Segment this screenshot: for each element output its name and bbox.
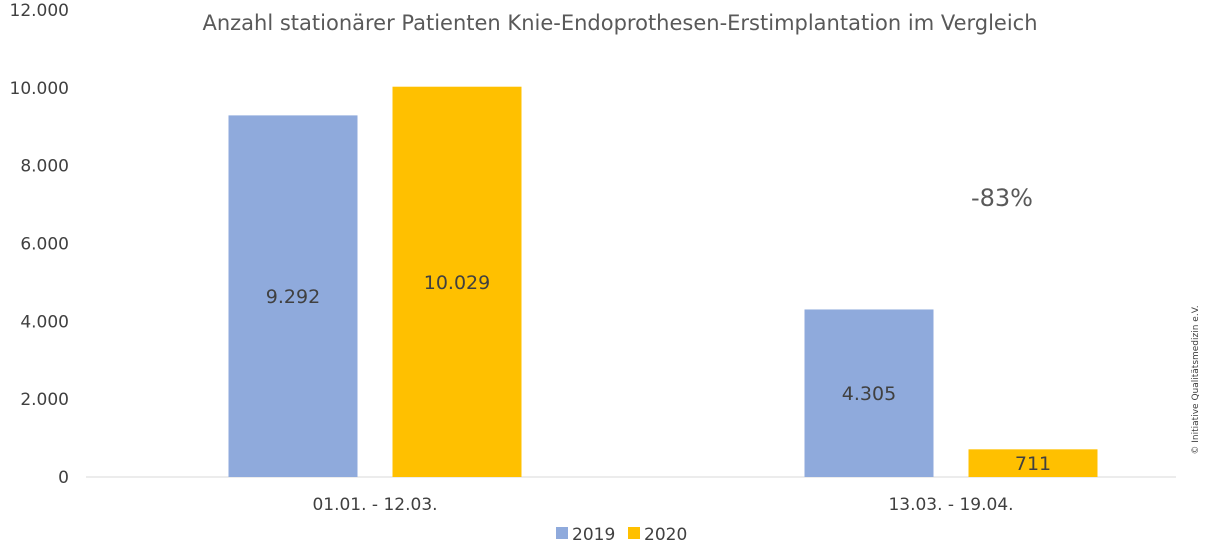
y-tick-label: 0	[58, 468, 69, 488]
y-tick-label: 8.000	[20, 157, 69, 177]
data-label: 9.292	[266, 286, 320, 308]
copyright-credit: © Initiative Qualitätsmedizin e.V.	[1191, 305, 1201, 454]
chart-title: Anzahl stationärer Patienten Knie-Endopr…	[202, 11, 1037, 35]
y-tick-label: 10.000	[10, 79, 69, 99]
bar-2019-0	[228, 115, 358, 478]
change-annotation: -83%	[971, 184, 1033, 212]
data-label: 10.029	[424, 272, 490, 294]
legend-label-2020: 2020	[644, 525, 687, 545]
legend-swatch-2019	[556, 527, 568, 539]
y-tick-label: 2.000	[20, 390, 69, 410]
data-label: 4.305	[842, 383, 896, 405]
bars-group	[228, 86, 1098, 478]
legend: 2019 2020	[556, 525, 687, 545]
y-axis-ticks: 0 2.000 4.000 6.000 8.000 10.000 12.000	[10, 1, 69, 488]
legend-label-2019: 2019	[572, 525, 615, 545]
x-axis-ticks: 01.01. - 12.03. 13.03. - 19.04.	[312, 495, 1013, 515]
legend-swatch-2020	[628, 527, 640, 539]
bar-2020-0	[392, 86, 522, 478]
data-labels-group: 9.292 10.029 4.305 711	[266, 272, 1051, 475]
y-tick-label: 6.000	[20, 235, 69, 255]
data-label: 711	[1015, 453, 1051, 475]
bar-2020-1	[968, 449, 1098, 477]
y-tick-label: 12.000	[10, 1, 69, 21]
y-tick-label: 4.000	[20, 312, 69, 332]
x-tick-label: 13.03. - 19.04.	[888, 495, 1013, 515]
x-tick-label: 01.01. - 12.03.	[312, 495, 437, 515]
bar-2019-1	[804, 309, 934, 477]
